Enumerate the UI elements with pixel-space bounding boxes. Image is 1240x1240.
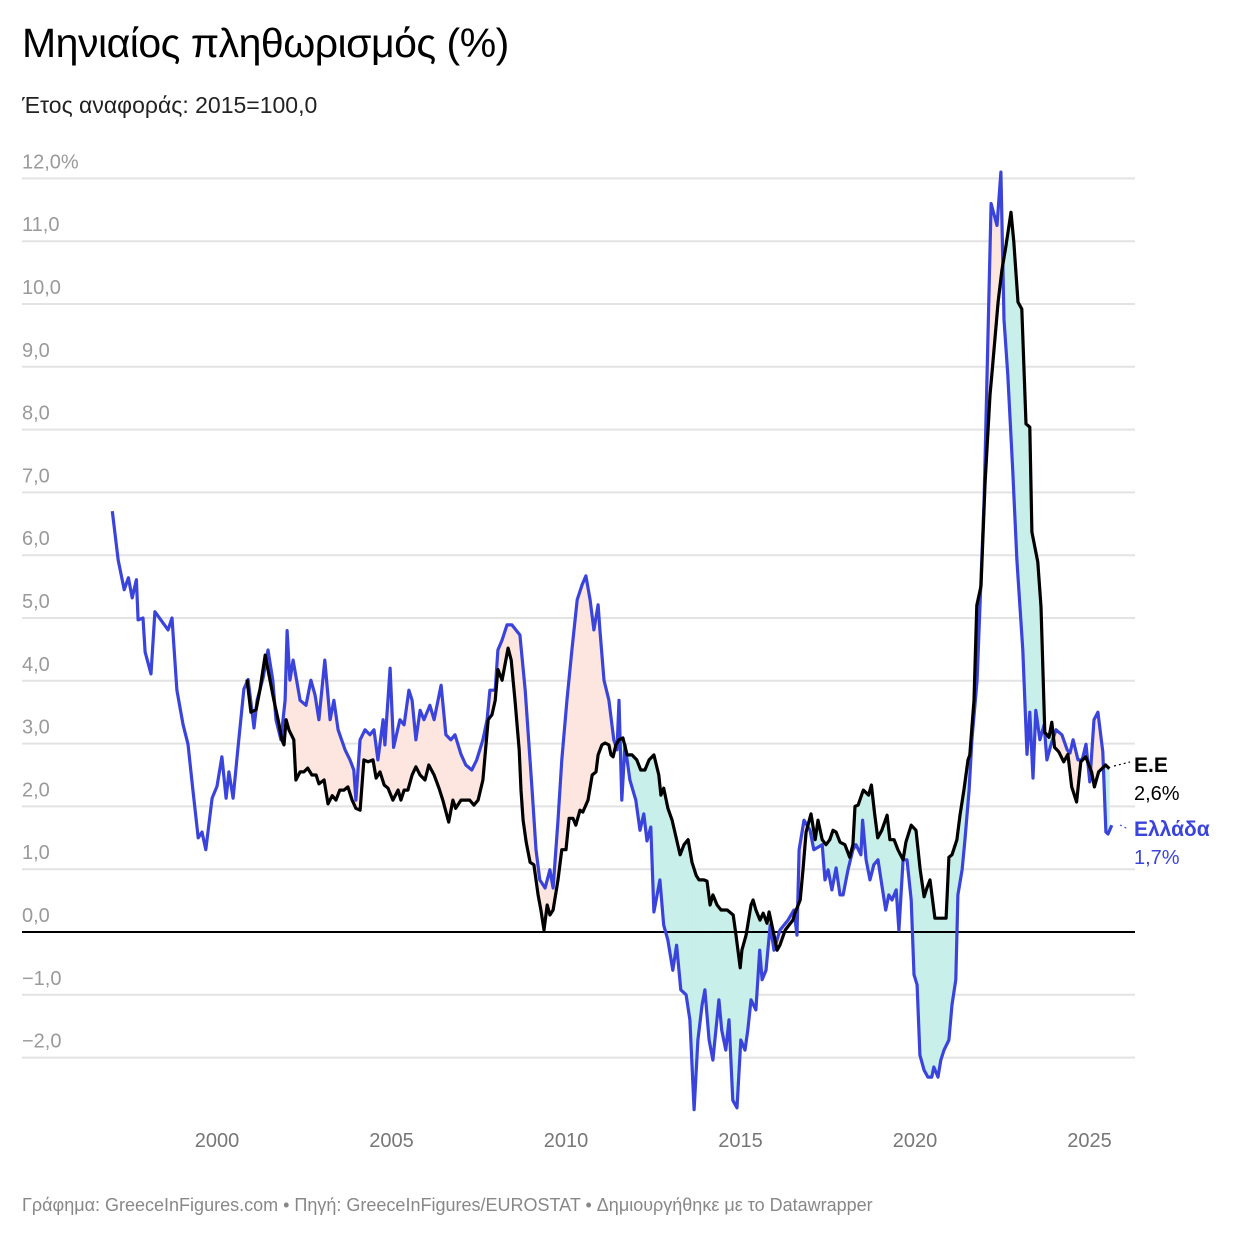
- chart-subtitle: Έτος αναφοράς: 2015=100,0: [22, 92, 318, 118]
- eu-line: [245, 210, 1111, 970]
- x-tick-label: 2020: [893, 1130, 938, 1152]
- series-end-labels: Ε.Ε 2,6% Ελλάδα 1,7%: [1113, 754, 1210, 869]
- y-tick-label: 11,0: [22, 214, 59, 236]
- x-axis-ticks: 2000 2005 2010 2015 2020 2025: [195, 1130, 1112, 1152]
- chart-title: Μηνιαίος πληθωρισμός (%): [22, 20, 509, 66]
- y-tick-label: 0,0: [22, 905, 50, 927]
- y-tick-label: 8,0: [22, 403, 50, 425]
- eu-label-value: 2,6%: [1134, 783, 1180, 805]
- x-tick-label: 2015: [718, 1130, 763, 1152]
- x-tick-label: 2010: [544, 1130, 589, 1152]
- chart-footer-source: Γράφημα: GreeceInFigures.com • Πηγή: Gre…: [22, 1195, 873, 1215]
- y-tick-label: 10,0: [22, 277, 61, 299]
- eu-label-connector: [1113, 761, 1131, 767]
- y-tick-label: 9,0: [22, 340, 50, 362]
- x-tick-label: 2005: [369, 1130, 414, 1152]
- y-tick-label: 4,0: [22, 654, 50, 676]
- y-tick-label: −1,0: [22, 968, 61, 990]
- y-tick-label: 6,0: [22, 528, 50, 550]
- x-tick-label: 2025: [1067, 1130, 1112, 1152]
- greece-label-name: Ελλάδα: [1134, 818, 1210, 841]
- greece-label-value: 1,7%: [1134, 847, 1180, 869]
- y-tick-label: 1,0: [22, 842, 50, 864]
- x-tick-label: 2000: [195, 1130, 240, 1152]
- eu-label-name: Ε.Ε: [1134, 754, 1168, 777]
- series-lines: [110, 170, 1114, 1112]
- y-tick-label: 5,0: [22, 591, 50, 613]
- y-tick-label: 2,0: [22, 779, 50, 801]
- greece-label-connector: [1119, 824, 1129, 830]
- y-tick-label: −2,0: [22, 1031, 61, 1053]
- y-tick-label: 3,0: [22, 717, 50, 739]
- y-tick-label: 12,0%: [22, 151, 79, 173]
- y-tick-label: 7,0: [22, 465, 50, 487]
- greece-line: [110, 170, 1114, 1112]
